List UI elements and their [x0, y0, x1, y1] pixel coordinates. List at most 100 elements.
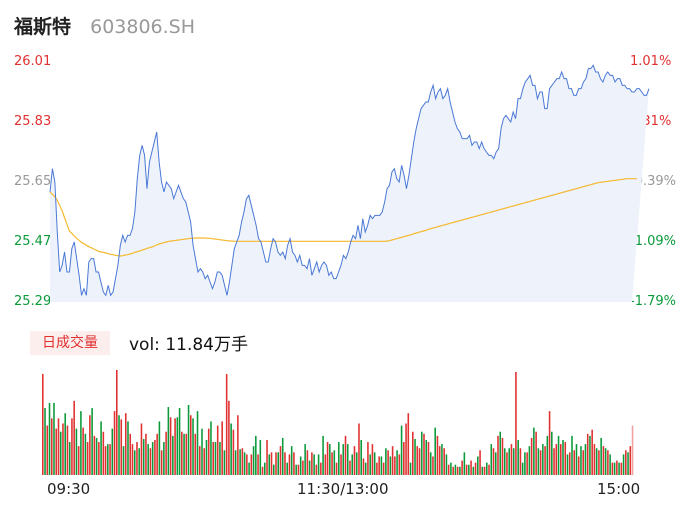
- volume-bar: [138, 448, 140, 475]
- volume-bar: [151, 442, 154, 475]
- volume-bar: [589, 435, 591, 475]
- volume-bar: [308, 460, 311, 475]
- x-tick: 15:00: [597, 480, 641, 498]
- volume-bar: [611, 462, 614, 475]
- volume-bar: [172, 435, 174, 475]
- volume-bar: [259, 439, 262, 475]
- avg-price-line: [49, 178, 637, 257]
- volume-bar: [55, 428, 58, 475]
- volume-bar: [391, 446, 394, 475]
- volume-bar: [533, 427, 535, 475]
- volume-bar: [526, 452, 528, 475]
- volume-bar: [329, 444, 331, 475]
- volume-bar: [474, 462, 477, 475]
- volume-bar: [248, 462, 250, 475]
- volume-bar: [102, 431, 105, 475]
- volume-bar: [178, 408, 181, 475]
- volume-bar: [508, 448, 510, 475]
- volume-bar: [201, 428, 203, 475]
- volume-bar: [461, 460, 463, 475]
- volume-bar: [255, 435, 257, 475]
- volume-bar: [609, 454, 611, 475]
- x-tick: 11:30/13:00: [297, 480, 389, 498]
- volume-bar: [528, 446, 531, 475]
- volume-bar: [64, 413, 66, 475]
- volume-bar: [443, 448, 445, 475]
- volume-bar: [261, 466, 264, 475]
- y-right-tick: -1.79%: [630, 294, 676, 309]
- volume-bar: [537, 448, 540, 475]
- volume-bar: [225, 374, 228, 475]
- volume-bar: [512, 448, 515, 475]
- volume-bar: [389, 456, 392, 475]
- volume-bar: [376, 462, 378, 475]
- volume-bar: [131, 444, 134, 475]
- price-chart: [49, 64, 650, 302]
- volume-bar: [586, 433, 589, 475]
- stock-name: 福斯特: [14, 16, 72, 38]
- volume-bar: [481, 466, 484, 475]
- volume-bar: [407, 413, 410, 475]
- volume-bar: [555, 444, 558, 475]
- volume-bar: [488, 464, 490, 475]
- volume-bar: [463, 452, 466, 475]
- volume-bar: [111, 428, 114, 475]
- volume-bar: [580, 446, 582, 475]
- volume-bar: [492, 448, 495, 475]
- volume-bar: [436, 435, 439, 475]
- volume-bar: [156, 433, 158, 475]
- volume-bar: [447, 464, 450, 475]
- volume-bar: [322, 435, 324, 475]
- volume-bar: [288, 454, 291, 475]
- volume-bar: [44, 408, 46, 475]
- volume-bar: [257, 454, 259, 475]
- volume-bar: [212, 442, 214, 475]
- volume-bar: [59, 431, 62, 475]
- volume-bar: [593, 444, 596, 475]
- volume-bar: [246, 454, 248, 475]
- volume-bar: [373, 452, 376, 475]
- volume-bar: [234, 450, 237, 475]
- y-left-tick: 25.65: [14, 174, 52, 189]
- volume-bar: [382, 462, 385, 475]
- volume-bar: [472, 466, 475, 475]
- volume-bar: [591, 429, 593, 475]
- volume-bar: [362, 458, 365, 475]
- volume-bar: [553, 448, 555, 475]
- volume-bar: [214, 442, 217, 475]
- volume-bar: [293, 452, 295, 475]
- volume-bar: [387, 450, 389, 475]
- volume-bar: [190, 415, 192, 475]
- volume-bar: [445, 454, 448, 475]
- volume-bar: [398, 454, 401, 475]
- volume-bar: [416, 446, 419, 475]
- volume-bar: [324, 454, 327, 475]
- volume-bar: [409, 462, 412, 475]
- volume-bar: [315, 464, 318, 475]
- volume-bar: [367, 442, 369, 475]
- volume-bar: [93, 435, 96, 475]
- volume-bar: [405, 423, 407, 475]
- volume-bar: [369, 454, 371, 475]
- volume-bar: [349, 460, 351, 475]
- volume-bar: [358, 423, 360, 475]
- volume-bar: [237, 415, 239, 475]
- volume-bar: [497, 435, 499, 475]
- volume-bar: [607, 450, 609, 475]
- volume-bar: [268, 454, 271, 475]
- volume-bar: [539, 450, 542, 475]
- volume-bar: [380, 456, 383, 475]
- volume-bar: [194, 433, 197, 475]
- volume-bar: [620, 462, 623, 475]
- price-line: [49, 64, 650, 297]
- volume-bar: [165, 431, 167, 475]
- volume-bar: [346, 444, 349, 475]
- volume-bar: [326, 442, 329, 475]
- volume-bar: [95, 437, 98, 475]
- volume-bar: [521, 462, 524, 475]
- volume-bar: [230, 423, 232, 475]
- volume-bar: [264, 462, 266, 475]
- volume-bar: [557, 435, 560, 475]
- volume-bar: [456, 466, 459, 475]
- volume-bar: [551, 431, 553, 475]
